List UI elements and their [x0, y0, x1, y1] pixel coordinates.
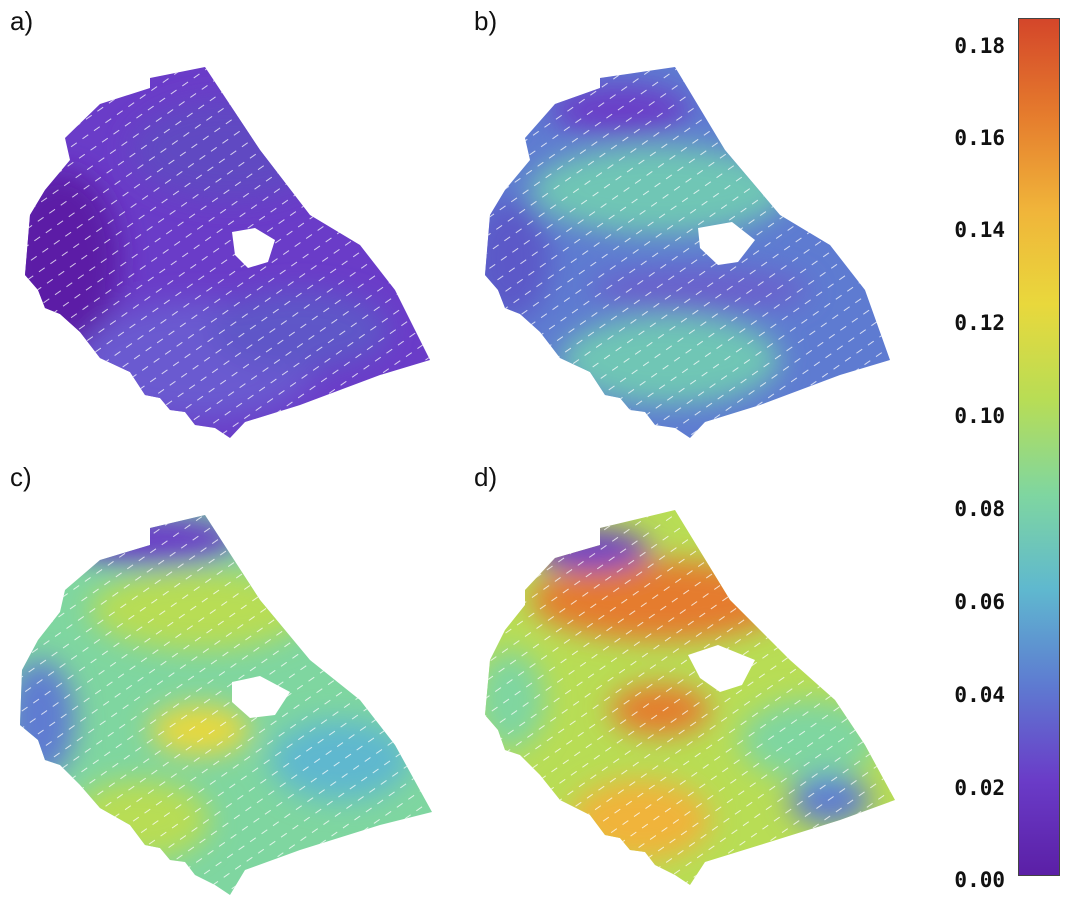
strain-map-d	[485, 510, 895, 885]
colorbar-tick-label: 0.08	[954, 497, 1005, 521]
colorbar-tick-label: 0.12	[954, 311, 1005, 335]
panel-label-b: b)	[474, 6, 498, 36]
colorbar-tick-label: 0.14	[954, 218, 1005, 242]
strain-map-b	[485, 67, 890, 438]
colorbar-tick-label: 0.00	[954, 868, 1005, 892]
strain-map-c	[20, 515, 432, 895]
colorbar-tick-label: 0.10	[954, 404, 1005, 428]
panel-label-a: a)	[10, 6, 34, 36]
colorbar-tick-label: 0.04	[954, 683, 1005, 707]
panel-label-c: c)	[10, 462, 32, 492]
colorbar-tick-label: 0.06	[954, 590, 1005, 614]
colorbar	[1018, 18, 1060, 876]
strain-map-a	[25, 67, 430, 438]
colorbar-tick-label: 0.16	[954, 126, 1005, 150]
colorbar-tick-label: 0.18	[954, 34, 1005, 58]
panel-label-d: d)	[474, 462, 498, 492]
colorbar-tick-label: 0.02	[954, 776, 1005, 800]
